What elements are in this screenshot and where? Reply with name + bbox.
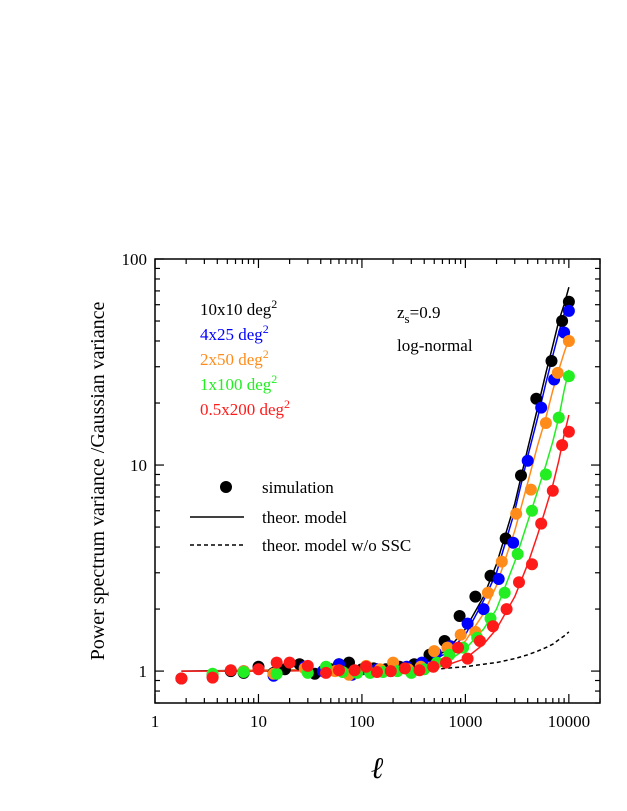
series-0-model-line: [181, 287, 570, 672]
series-0-point: [453, 610, 466, 622]
model-annotation: log-normal: [397, 336, 473, 355]
data-layer: [175, 287, 575, 685]
series-3-point: [511, 548, 524, 560]
series-4-point: [452, 641, 465, 654]
x-axis-label: ℓ: [371, 752, 384, 785]
series-0-point: [469, 590, 482, 603]
series-4-point: [333, 664, 345, 677]
series-2-point: [428, 645, 441, 658]
series-4-point: [252, 663, 265, 676]
annotation-block: zs=0.9 log-normal: [397, 303, 473, 355]
series-4-point: [526, 558, 538, 571]
legend-styles: simulation theor. model theor. model w/o…: [190, 478, 411, 555]
series-2-point: [495, 555, 508, 568]
series-2-point: [539, 417, 552, 429]
series-4-point: [473, 635, 486, 647]
series-4-point: [270, 656, 283, 669]
series-1-point: [477, 603, 490, 616]
series-4-point: [427, 660, 440, 673]
series-1-point: [521, 454, 534, 467]
series-0-point: [545, 355, 558, 367]
series-4-point: [320, 666, 332, 679]
legend-series-2: 2x50 deg2: [200, 347, 269, 369]
series-4-point: [487, 620, 499, 633]
series-2-point: [510, 507, 523, 520]
series-2-point: [524, 483, 537, 496]
series-3-point: [498, 586, 511, 599]
series-3-point: [270, 667, 283, 680]
x-tick-label: 10000: [548, 712, 591, 731]
series-4-point: [513, 576, 525, 589]
series-4-point: [556, 439, 569, 452]
legend-simulation-marker: [220, 481, 232, 493]
series-4-point: [500, 603, 513, 616]
series-4-point: [175, 672, 188, 685]
series-3-point: [539, 468, 552, 481]
series-0-point: [515, 469, 527, 482]
series-4-point: [283, 656, 296, 669]
legend-series-3: 1x100 deg2: [200, 372, 277, 394]
series-4-point: [371, 666, 383, 678]
series-1-point: [507, 536, 520, 549]
y-tick-label: 10: [130, 456, 147, 475]
series-4-point: [398, 662, 411, 675]
series-4-point: [546, 484, 559, 497]
x-tick-label: 10: [250, 712, 267, 731]
legend-series-4: 0.5x200 deg2: [200, 397, 290, 419]
series-1-point: [535, 401, 548, 414]
plot-frame: [154, 258, 601, 704]
series-4-point: [413, 664, 426, 677]
axes: 1 10 100 1000 10000 1 10 100: [122, 250, 601, 731]
y-tick-label: 1: [139, 662, 148, 681]
legend-series-1: 4x25 deg2: [200, 322, 269, 344]
legend-series-0: 10x10 deg2: [200, 297, 277, 319]
series-4-point: [301, 659, 314, 672]
series-3-point: [552, 411, 565, 424]
series-4-point: [348, 664, 361, 677]
axis-tick-labels: 1 10 100 1000 10000 1 10 100: [122, 250, 591, 731]
axis-ticks: [154, 258, 601, 704]
legend-model-no-ssc: theor. model w/o SSC: [262, 536, 411, 555]
series-4-point: [440, 656, 452, 669]
series-0-point: [530, 392, 543, 405]
series-4-point: [224, 664, 237, 677]
series-4-point: [461, 652, 474, 665]
series-3-point: [562, 370, 575, 383]
x-tick-label: 1: [151, 712, 160, 731]
series-4-point: [562, 425, 575, 438]
series-4-point: [206, 671, 219, 684]
series-4-point: [360, 660, 373, 673]
series-4-point: [535, 517, 548, 530]
series-2-point: [454, 628, 467, 641]
legend-simulation: simulation: [262, 478, 334, 497]
legend-model: theor. model: [262, 508, 347, 527]
y-tick-label: 100: [122, 250, 148, 269]
series-0-point: [562, 295, 575, 308]
series-1-point: [562, 304, 575, 317]
series-2-point: [551, 366, 564, 379]
series-1-point: [461, 617, 474, 630]
x-tick-label: 100: [349, 712, 375, 731]
series-0-point: [556, 315, 569, 327]
series-4-point: [384, 665, 397, 678]
x-tick-label: 1000: [448, 712, 482, 731]
series-2-point: [562, 335, 575, 347]
plot-area: [175, 287, 575, 685]
y-axis-label: Power spectrum variance /Gaussian varian…: [87, 302, 109, 661]
series-3-point: [237, 666, 250, 678]
redshift-annotation: zs=0.9: [397, 303, 440, 326]
series-1-point: [492, 573, 505, 585]
series-3-point: [526, 504, 538, 517]
series-2-point: [481, 586, 494, 599]
legend-datasets: 10x10 deg2 4x25 deg2 2x50 deg2 1x100 deg…: [200, 297, 290, 419]
series-model-no-ssc: [434, 631, 570, 671]
